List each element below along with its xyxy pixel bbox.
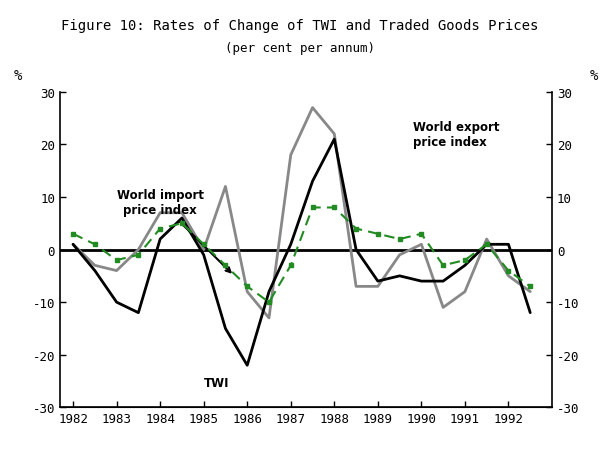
Text: Figure 10: Rates of Change of TWI and Traded Goods Prices: Figure 10: Rates of Change of TWI and Tr… — [61, 19, 539, 32]
Text: TWI: TWI — [204, 376, 229, 389]
Text: World export
price index: World export price index — [413, 120, 499, 149]
Text: (per cent per annum): (per cent per annum) — [225, 42, 375, 55]
Text: %: % — [14, 69, 22, 83]
Text: World import
price index: World import price index — [116, 189, 230, 273]
Text: %: % — [590, 69, 598, 83]
